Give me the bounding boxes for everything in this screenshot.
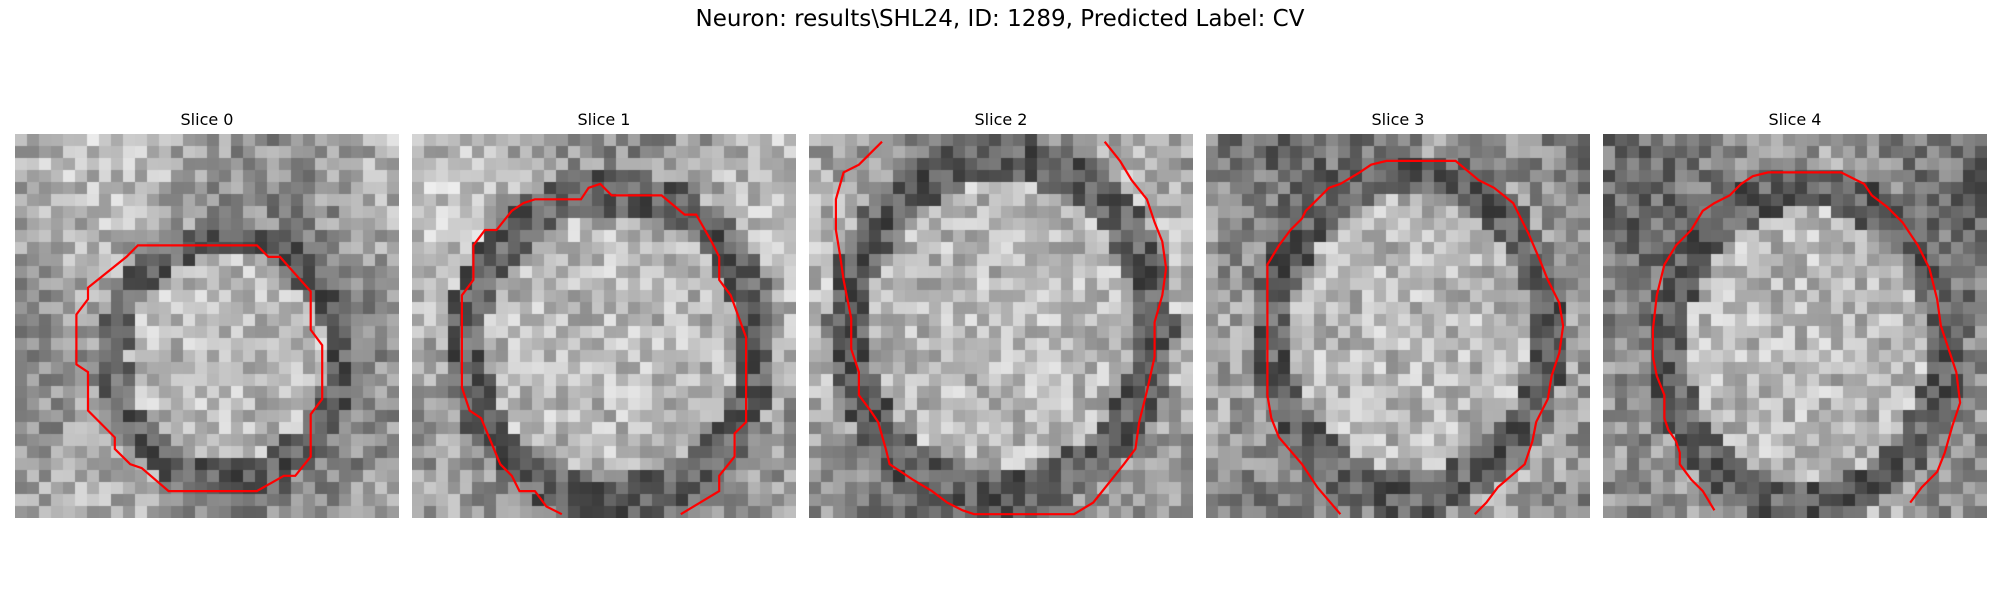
- contour-overlay: [1651, 171, 1962, 511]
- neuron-contour: [1266, 159, 1565, 515]
- contour-overlay: [460, 182, 748, 516]
- slice-title: Slice 2: [974, 110, 1028, 129]
- slice-title: Slice 4: [1768, 110, 1822, 129]
- neuron-contour: [834, 140, 1168, 516]
- slice-image: [1603, 134, 1987, 518]
- contour-overlay: [1266, 159, 1565, 515]
- neuron-contour: [75, 244, 324, 493]
- slice-title: Slice 1: [577, 110, 631, 129]
- slice-image: [1206, 134, 1590, 518]
- neuron-contour: [1651, 171, 1962, 511]
- slice-image: [412, 134, 796, 518]
- contour-overlay: [75, 244, 324, 493]
- slice-title: Slice 0: [180, 110, 234, 129]
- neuron-contour: [460, 182, 748, 516]
- slice-image: [809, 134, 1193, 518]
- contour-overlay: [834, 140, 1168, 516]
- figure-title: Neuron: results\SHL24, ID: 1289, Predict…: [695, 6, 1305, 32]
- slice-image: [15, 134, 399, 518]
- slice-title: Slice 3: [1371, 110, 1425, 129]
